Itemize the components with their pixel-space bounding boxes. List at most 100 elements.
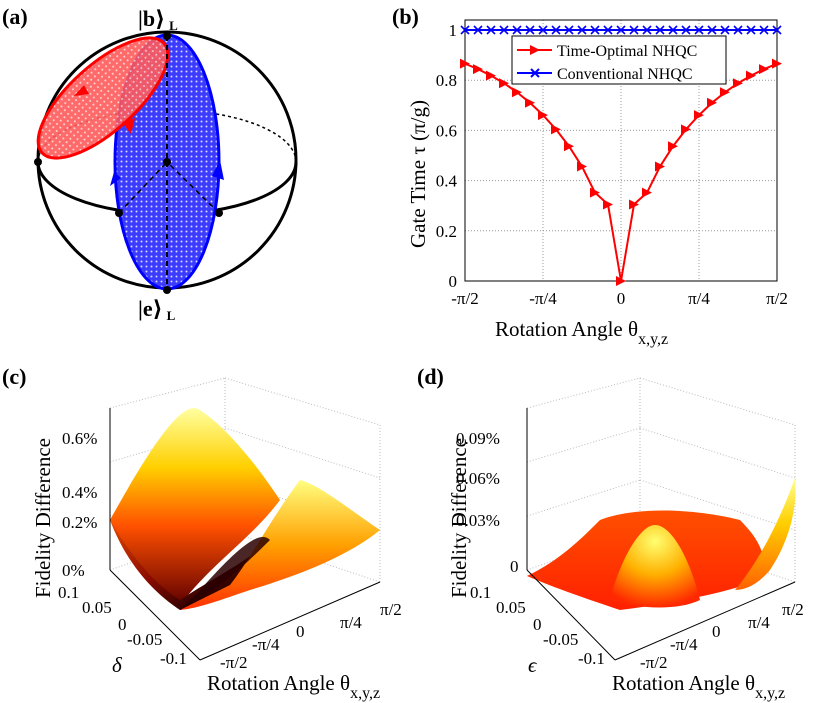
data-point-triangle xyxy=(603,199,613,210)
y-tick-labels: 0 0.2 0.4 0.6 0.8 1 xyxy=(436,21,458,291)
y-tick-label: 0.4 xyxy=(436,172,458,191)
data-point-triangle xyxy=(720,87,730,98)
legend-series-1: Time-Optimal NHQC xyxy=(557,43,697,60)
data-point-triangle xyxy=(772,58,782,69)
x-tick-label: 0 xyxy=(617,289,626,308)
data-point-triangle xyxy=(590,187,600,198)
y-tick-label: 0.1 xyxy=(470,583,491,602)
y-tick-label: 0.05 xyxy=(496,598,526,617)
data-point-triangle xyxy=(629,199,639,210)
data-point-x xyxy=(590,25,600,35)
legend-marker-x-icon xyxy=(530,68,540,78)
y-axis-label: Gate Time τ (π/g) xyxy=(406,100,430,248)
z-tick-label: 0.6% xyxy=(62,429,97,448)
panel-c-label: (c) xyxy=(2,364,26,389)
data-point-x xyxy=(707,25,717,35)
equator-left-dot xyxy=(34,158,42,166)
x-tick-label: 0 xyxy=(712,622,721,641)
x-tick-label: π/2 xyxy=(766,289,788,308)
series-marks xyxy=(460,25,782,286)
data-point-triangle xyxy=(486,70,496,81)
data-point-x xyxy=(746,25,756,35)
data-point-x xyxy=(733,25,743,35)
data-point-triangle xyxy=(746,70,756,81)
axis-line-right xyxy=(166,161,220,214)
data-point-x xyxy=(772,25,782,35)
legend-marker-triangle-icon xyxy=(530,45,540,55)
y-axis-label: ϵ xyxy=(528,653,538,677)
ket-b-label: |b⟩ L xyxy=(138,6,178,33)
data-point-triangle xyxy=(733,78,743,89)
z-tick-label: 0.03% xyxy=(456,511,500,530)
blue-arrow-icon-2 xyxy=(212,160,224,180)
panel-b-label: (b) xyxy=(392,4,419,29)
data-point-x xyxy=(564,25,574,35)
y-tick-label: 1 xyxy=(449,21,458,40)
x-tick-label: -π/2 xyxy=(220,653,247,672)
data-point-x xyxy=(668,25,678,35)
data-point-x xyxy=(681,25,691,35)
red-arrow-icon-2 xyxy=(122,118,135,134)
north-pole-dot xyxy=(163,32,171,40)
data-point-triangle xyxy=(538,110,548,121)
equator-front-right-dot xyxy=(215,209,223,217)
y-tick-label: 0.8 xyxy=(436,71,457,90)
data-point-triangle xyxy=(551,124,561,135)
surface-axes xyxy=(109,408,381,661)
x-tick-label: π/4 xyxy=(748,613,770,632)
data-point-triangle xyxy=(512,87,522,98)
z-axis-label: Fidelity Difference xyxy=(447,438,471,598)
data-point-x xyxy=(538,25,548,35)
data-point-x xyxy=(629,25,639,35)
y-tick-label: 0.1 xyxy=(58,583,79,602)
data-point-triangle xyxy=(525,97,535,108)
panel-d-surface: (d) 0.09% 0.06% 0.03% 0 Fidelity Differe… xyxy=(417,364,804,702)
data-point-x xyxy=(655,25,665,35)
legend-series-2: Conventional NHQC xyxy=(557,66,693,83)
x-tick-labels: -π/2 -π/4 0 π/4 π/2 xyxy=(451,289,788,308)
data-point-x xyxy=(499,25,509,35)
legend: Time-Optimal NHQC Conventional NHQC xyxy=(511,35,727,85)
y-tick-label: -0.05 xyxy=(127,630,162,649)
z-tick-label: 0% xyxy=(62,561,85,580)
surface-peak-left xyxy=(110,408,280,605)
x-tick-label: π/2 xyxy=(782,600,804,619)
x-tick-label: -π/2 xyxy=(640,653,667,672)
y-tick-label: 0 xyxy=(533,615,542,634)
z-tick-label: 0.09% xyxy=(456,429,500,448)
data-point-x xyxy=(525,25,535,35)
surface-axes xyxy=(526,408,796,661)
y-tick-label: 0.6 xyxy=(436,121,457,140)
legend-box xyxy=(511,35,727,85)
x-axis-label: Rotation Angle θx,y,z xyxy=(207,671,380,702)
blue-arrow-icon xyxy=(110,172,121,186)
y-tick-label: 0.2 xyxy=(436,222,457,241)
red-arrow-icon xyxy=(74,85,89,96)
x-tick-label: -π/4 xyxy=(252,635,280,654)
data-point-x xyxy=(642,25,652,35)
axis-line-left xyxy=(118,161,168,214)
data-point-triangle xyxy=(707,97,717,108)
x-axis-label: Rotation Angle θx,y,z xyxy=(612,671,785,702)
x-tick-label: -π/4 xyxy=(529,289,557,308)
y-tick-label: 0 xyxy=(449,272,458,291)
data-point-x xyxy=(694,25,704,35)
data-point-triangle xyxy=(577,161,587,172)
x-tick-label: -π/4 xyxy=(670,635,698,654)
data-point-x xyxy=(603,25,613,35)
y-tick-label: -0.05 xyxy=(543,630,578,649)
data-point-triangle xyxy=(681,124,691,135)
data-point-triangle xyxy=(759,64,769,75)
y-axis-label: δ xyxy=(112,653,123,677)
panel-a-bloch-sphere: (a) |b⟩ L |e⟩ L xyxy=(2,4,298,323)
ket-e-label: |e⟩ L xyxy=(138,296,176,323)
data-point-x xyxy=(551,25,561,35)
data-point-triangle xyxy=(499,78,509,89)
data-point-x xyxy=(616,25,626,35)
z-tick-label: 0.4% xyxy=(62,483,97,502)
data-point-x xyxy=(759,25,769,35)
panel-a-label: (a) xyxy=(2,4,28,29)
x-tick-label: π/2 xyxy=(380,600,402,619)
data-point-triangle xyxy=(655,161,665,172)
surface-center-bump xyxy=(610,525,700,608)
